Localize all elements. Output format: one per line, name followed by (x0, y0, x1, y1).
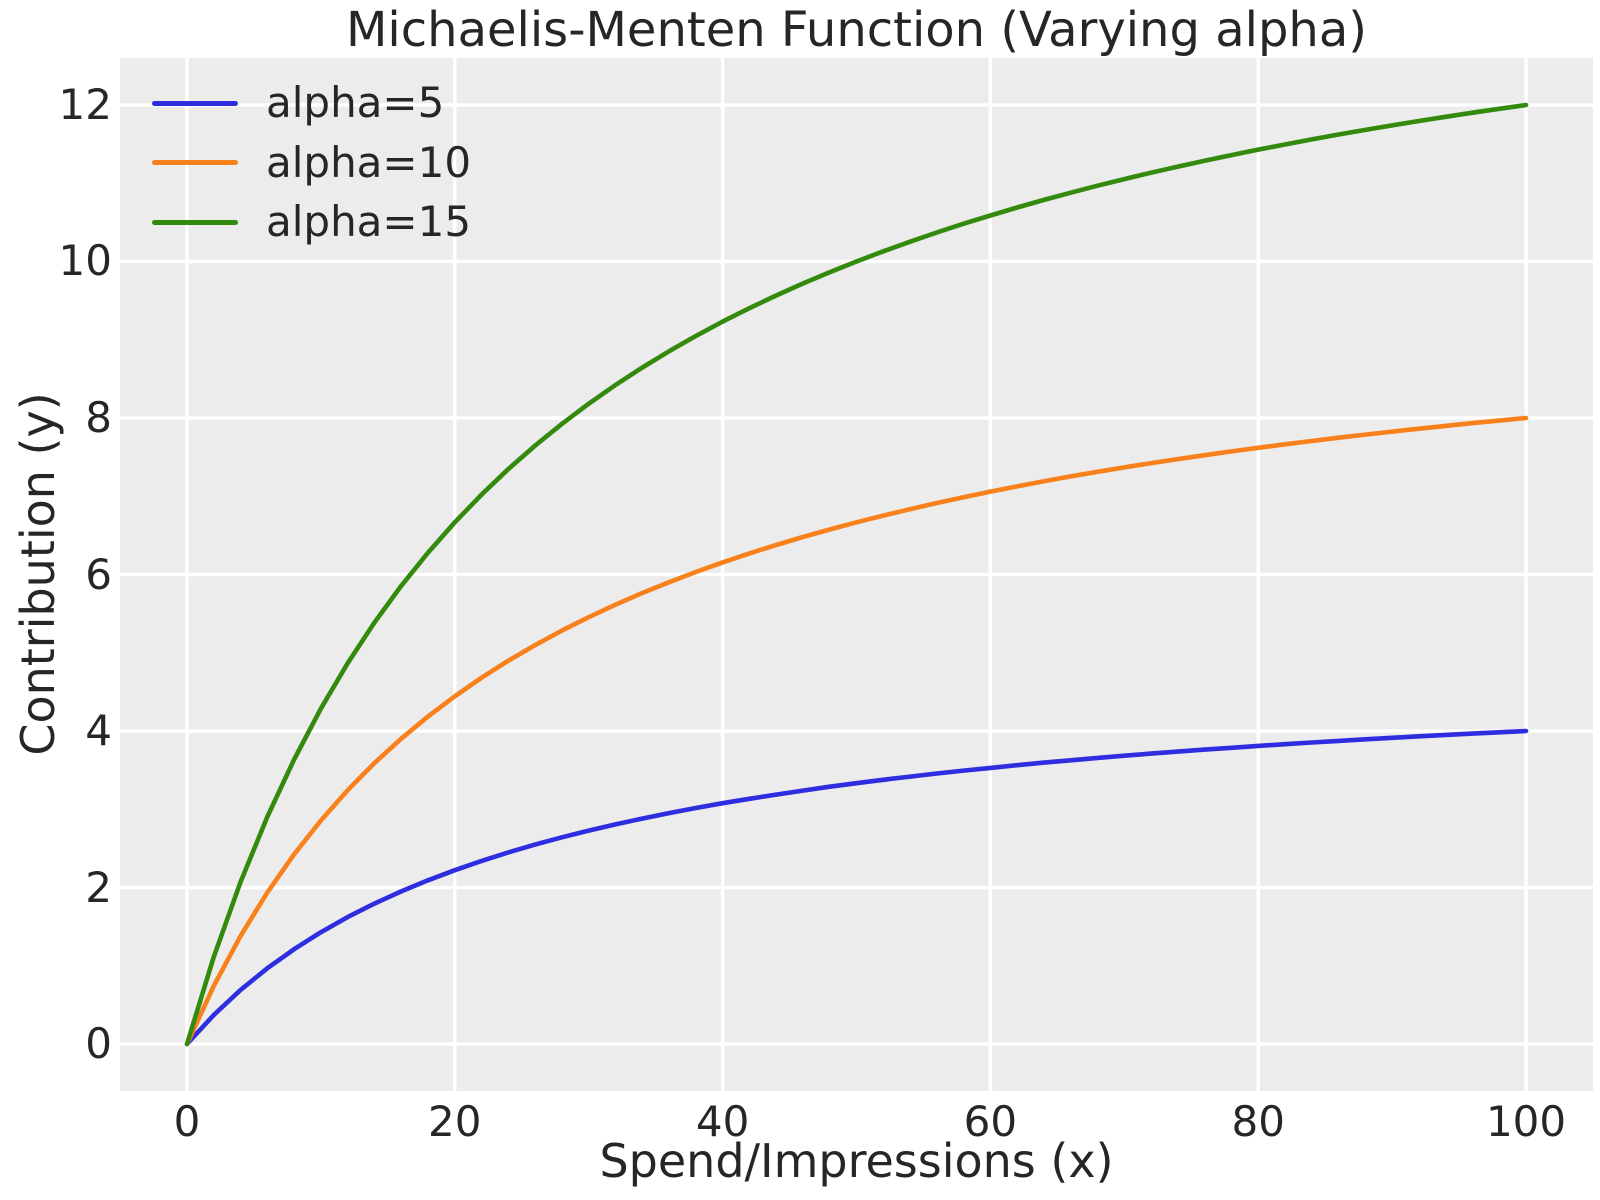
series-lines (184, 102, 1529, 1047)
x-tick-label: 60 (963, 1097, 1018, 1146)
series-line-alpha-10 (184, 415, 1529, 1047)
y-tick-label: 6 (85, 549, 112, 599)
x-tick-label: 40 (695, 1097, 750, 1146)
legend-label: alpha=5 (266, 78, 445, 127)
legend-swatch (152, 160, 238, 165)
x-tick-label: 100 (1485, 1097, 1567, 1146)
plot-svg (120, 58, 1593, 1091)
x-tick-label: 0 (173, 1097, 201, 1146)
y-tick-label: 4 (85, 706, 112, 755)
legend-item: alpha=10 (120, 133, 471, 193)
legend-label: alpha=15 (266, 197, 472, 246)
y-tick-label: 2 (85, 862, 112, 912)
series-line-alpha-15 (184, 102, 1529, 1047)
legend-item: alpha=5 (120, 73, 444, 133)
x-axis-label: Spend/Impressions (x) (599, 1134, 1114, 1188)
chart-title: Michaelis-Menten Function (Varying alpha… (346, 2, 1367, 58)
y-axis-label-text: Contribution (y) (11, 392, 65, 756)
legend-item: alpha=15 (120, 192, 471, 252)
x-tick-label: 20 (428, 1097, 482, 1146)
y-tick-label: 0 (85, 1019, 112, 1069)
legend-swatch (152, 219, 238, 225)
x-tick-label: 80 (1231, 1097, 1285, 1146)
grid-lines (120, 58, 1593, 1091)
y-tick-label: 8 (85, 392, 112, 442)
series-line-alpha-5 (184, 728, 1529, 1047)
legend-swatch (152, 100, 238, 106)
legend-label: alpha=10 (266, 137, 472, 187)
y-tick-label: 10 (58, 236, 112, 286)
plot-area: alpha=5 alpha=10 alpha=15 (120, 58, 1593, 1091)
y-tick-label: 12 (58, 79, 112, 129)
